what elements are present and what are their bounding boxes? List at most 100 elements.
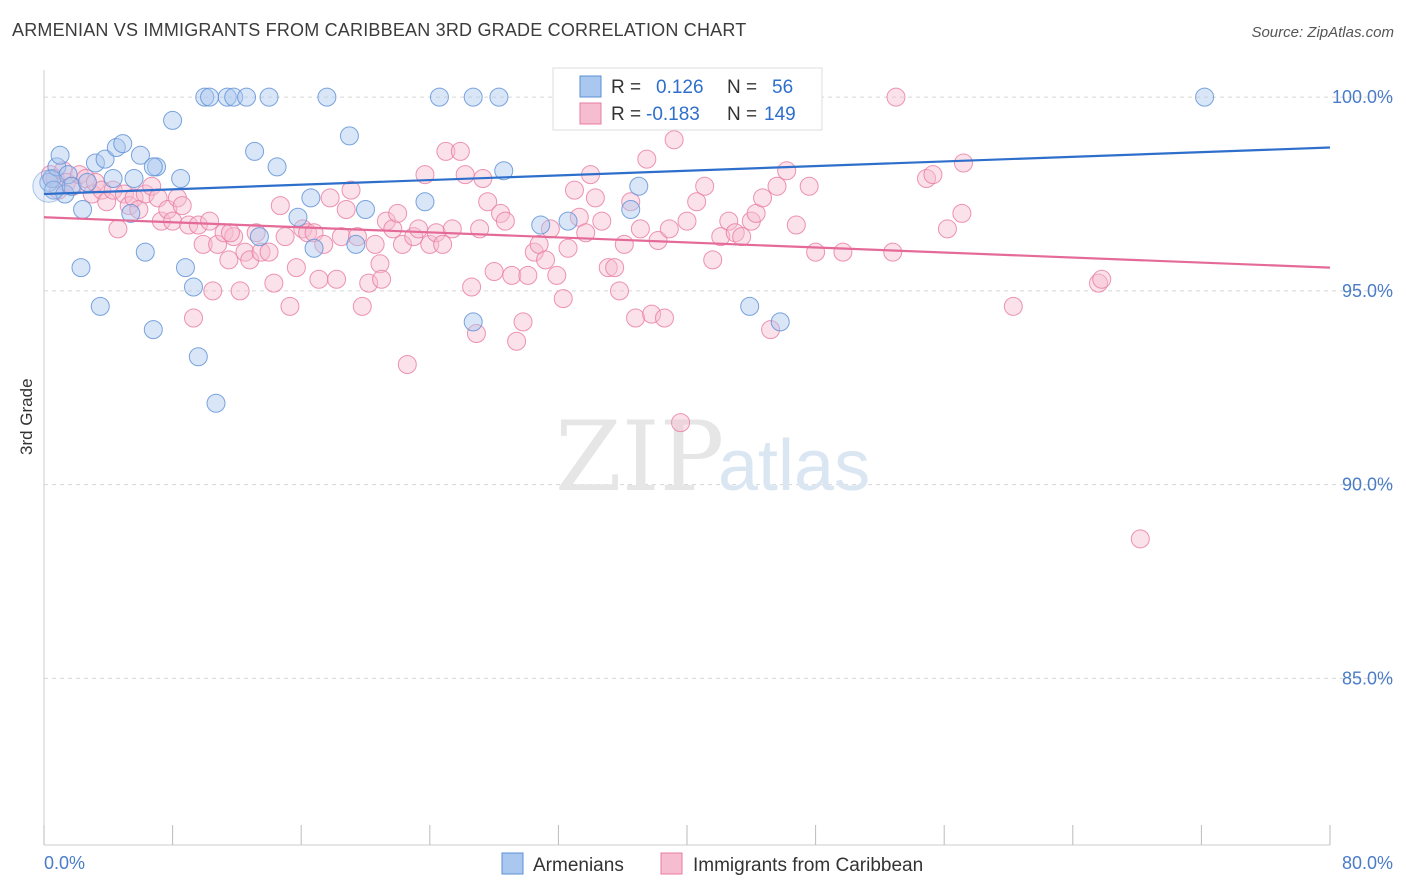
caribbean-point-50 [309, 269, 329, 289]
axes [43, 70, 1331, 846]
watermark: ZIP atlas [555, 401, 870, 513]
y-tick-label-100: 100.0% [1332, 87, 1393, 107]
caribbean-point-63 [383, 219, 403, 239]
caribbean-point-46 [286, 258, 306, 278]
armenians-point-18 [135, 242, 155, 262]
armenians-point-28 [206, 393, 226, 413]
caribbean-point-95 [564, 180, 584, 200]
caribbean-point-57 [347, 227, 367, 247]
caribbean-point-76 [455, 165, 475, 185]
armenians-point-25 [188, 347, 208, 367]
caribbean-point-80 [478, 192, 498, 212]
armenians-point-40 [288, 207, 308, 227]
caribbean-point-93 [553, 289, 573, 309]
caribbean-point-40 [251, 242, 271, 262]
armenians-point-34 [267, 157, 287, 177]
armenians-point-54 [1195, 87, 1215, 107]
bottom-legend-label-caribbean: Immigrants from Caribbean [693, 855, 923, 876]
svg-text:R = 0.126 N =: R = 0.126 N = 56 [611, 77, 793, 98]
caribbean-point-116 [687, 192, 707, 212]
caribbean-point-83 [495, 211, 515, 231]
armenians-point-16 [124, 169, 144, 188]
caribbean-point-51 [314, 234, 334, 254]
stats-legend: R = 0.126 N = 56 R = -0.183 N = 149 [552, 67, 823, 131]
caribbean-point-16 [124, 188, 144, 208]
caribbean-point-117 [695, 176, 715, 196]
legend-r-label-2: R = [611, 104, 646, 125]
x-tick-label-min: 0.0% [44, 853, 85, 873]
caribbean-point-78 [466, 324, 486, 343]
armenians-point-37 [317, 87, 337, 107]
caribbean-point-60 [365, 234, 385, 254]
caribbean-point-90 [536, 250, 556, 270]
armenians-point-20 [143, 157, 163, 177]
caribbean-point-128 [777, 161, 797, 181]
armenians-point-35 [245, 141, 265, 161]
caribbean-point-42 [264, 273, 284, 293]
caribbean-point-52 [320, 188, 340, 208]
grid-lines [44, 96, 1393, 679]
caribbean-point-108 [637, 149, 657, 169]
watermark-atlas: atlas [718, 426, 870, 506]
chart-title: ARMENIAN VS IMMIGRANTS FROM CARIBBEAN 3R… [12, 20, 747, 40]
y-tick-label-85: 85.0% [1342, 668, 1393, 688]
caribbean-point-87 [518, 265, 538, 285]
caribbean-point-130 [799, 176, 819, 196]
armenians-point-38 [339, 126, 359, 146]
armenians-trend-line [43, 146, 1331, 196]
caribbean-point-53 [327, 269, 347, 289]
y-tick-labels: 85.0% 90.0% 95.0% 100.0% [1332, 87, 1393, 688]
legend-n-value-1: 56 [772, 77, 793, 98]
caribbean-point-103 [609, 281, 629, 301]
caribbean-point-32 [208, 234, 228, 254]
caribbean-point-38 [240, 250, 260, 270]
caribbean-point-29 [193, 234, 213, 254]
caribbean-point-85 [507, 331, 527, 351]
caribbean-point-143 [883, 242, 903, 262]
armenians-point-7 [61, 176, 81, 196]
caribbean-point-41 [259, 242, 279, 262]
legend-swatch-caribbean [579, 102, 602, 125]
caribbean-point-122 [732, 227, 752, 247]
armenians-point-14 [113, 134, 133, 154]
caribbean-point-100 [592, 211, 612, 231]
legend-r-value-1: 0.126 [656, 77, 704, 98]
caribbean-point-27 [183, 308, 203, 328]
caribbean-point-129 [786, 215, 806, 235]
caribbean-point-137 [953, 153, 973, 173]
caribbean-point-133 [886, 87, 906, 107]
legend-r-label-1: R = [611, 77, 646, 98]
armenians-point-29 [217, 87, 237, 107]
caribbean-point-105 [621, 192, 641, 212]
caribbean-point-144 [372, 269, 392, 289]
caribbean-point-142 [952, 203, 972, 223]
trend-lines [43, 146, 1331, 269]
armenians-point-41 [304, 238, 324, 258]
caribbean-point-44 [275, 227, 295, 247]
armenians-point-52 [740, 296, 760, 316]
caribbean-point-66 [397, 355, 417, 374]
caribbean-point-77 [462, 277, 482, 297]
caribbean-point-36 [230, 281, 250, 301]
caribbean-point-75 [450, 141, 470, 161]
caribbean-point-119 [711, 227, 731, 247]
armenians-point-44 [429, 87, 449, 107]
legend-r-value-2: -0.183 [646, 104, 700, 125]
armenians-point-46 [489, 87, 509, 107]
armenians-point-39 [346, 234, 366, 254]
x-tick-label-max: 80.0% [1342, 853, 1393, 873]
armenians-point-4 [50, 145, 70, 165]
caribbean-point-138 [1003, 296, 1023, 316]
caribbean-point-139 [1089, 273, 1109, 293]
caribbean-point-106 [626, 308, 646, 328]
series-armenians-points [32, 87, 1215, 413]
armenians-point-9 [77, 172, 97, 192]
armenians-point-17 [130, 145, 150, 165]
x-tick-labels: 0.0% 80.0% [44, 853, 1393, 873]
caribbean-point-113 [664, 130, 684, 150]
caribbean-point-86 [513, 312, 533, 332]
caribbean-point-30 [200, 211, 220, 231]
armenians-point-21 [163, 110, 183, 130]
caribbean-point-126 [761, 320, 781, 340]
armenians-point-8 [73, 200, 93, 219]
